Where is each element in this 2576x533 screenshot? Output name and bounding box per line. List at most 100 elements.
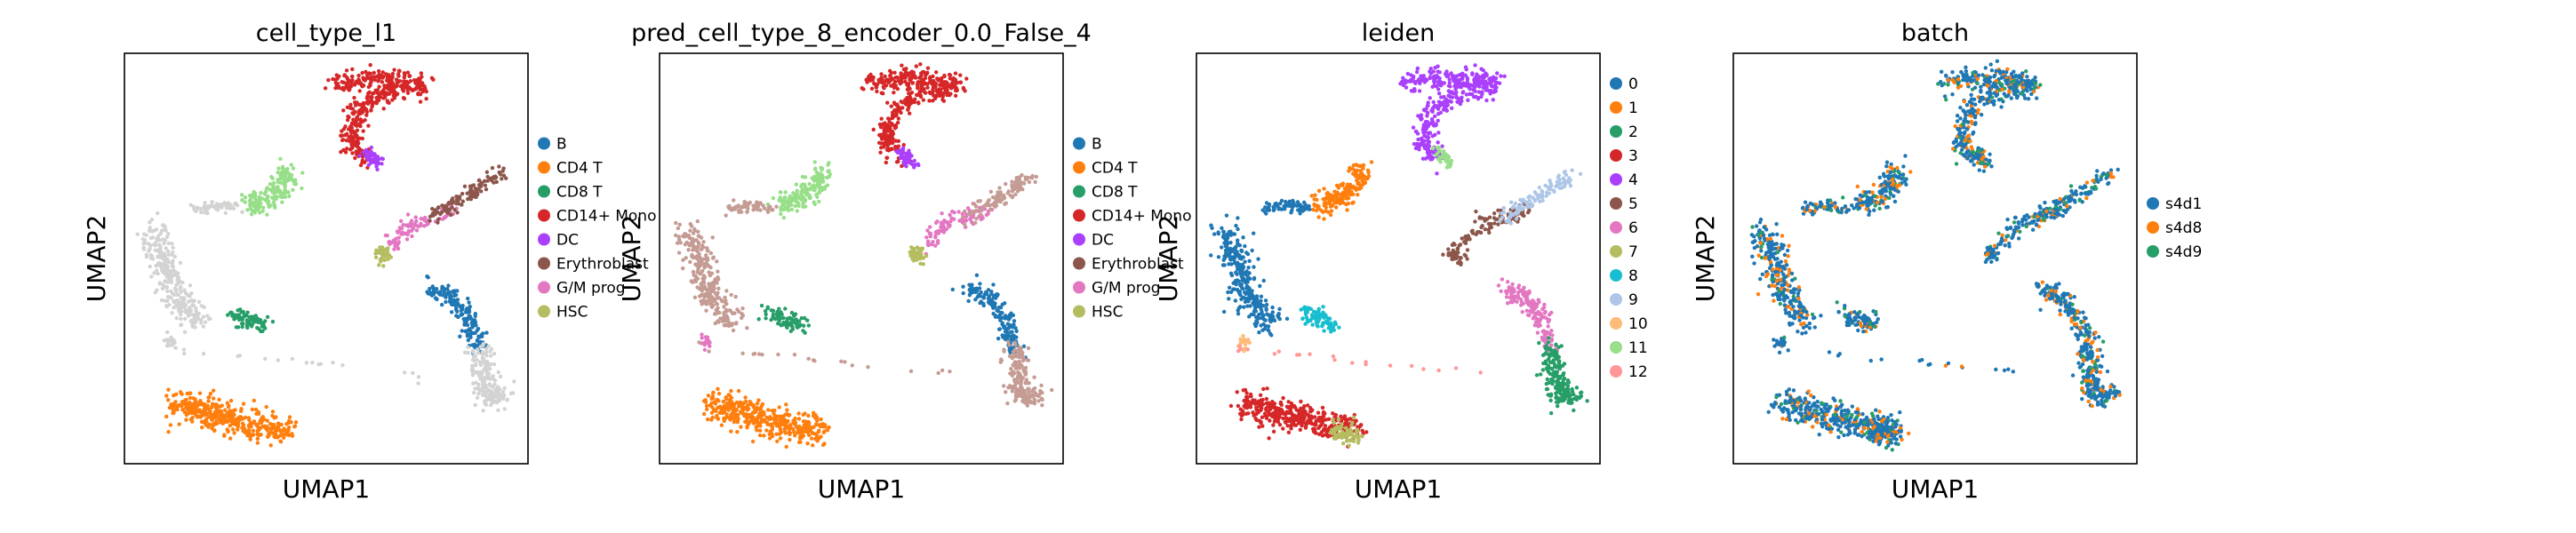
scatter-point (180, 392, 184, 396)
scatter-point (416, 381, 420, 386)
scatter-point (1420, 116, 1424, 121)
scatter-point (814, 434, 820, 438)
scatter-point (1032, 401, 1037, 406)
scatter-point (455, 302, 460, 307)
scatter-point (1256, 316, 1261, 321)
scatter-point (767, 436, 772, 441)
scatter-point (240, 198, 244, 203)
scatter-point (694, 238, 699, 243)
scatter-point (452, 208, 457, 212)
scatter-point (883, 121, 887, 125)
scatter-point (197, 408, 202, 412)
scatter-point (890, 115, 895, 121)
scatter-point (228, 424, 233, 428)
scatter-point (430, 211, 436, 216)
scatter-point (381, 254, 387, 259)
scatter-point (225, 202, 230, 206)
scatter-point (1441, 149, 1446, 154)
scatter-point (484, 350, 489, 354)
scatter-point (963, 89, 967, 93)
scatter-point (410, 234, 414, 239)
scatter-point (231, 409, 236, 413)
scatter-point (222, 433, 227, 437)
scatter-point (500, 390, 506, 394)
scatter-point (375, 88, 380, 92)
scatter-point (762, 410, 766, 415)
scatter-point (174, 392, 179, 397)
scatter-point (760, 402, 765, 407)
scatter-point (885, 146, 891, 151)
scatter-point (1450, 73, 1454, 78)
scatter-point (1499, 74, 1503, 78)
scatter-point (492, 174, 497, 179)
scatter-point (154, 227, 159, 232)
scatter-point (420, 75, 424, 79)
scatter-point (1017, 178, 1022, 182)
scatter-point (883, 74, 887, 79)
scatter-point (488, 402, 493, 408)
scatter-point (1234, 270, 1238, 275)
scatter-point (1458, 77, 1462, 83)
scatter-point (377, 263, 381, 267)
scatter-point (821, 179, 826, 184)
scatter-point (695, 219, 700, 224)
scatter-point (806, 356, 811, 362)
scatter-point (707, 270, 711, 274)
scatter-point (956, 210, 961, 214)
scatter-point (470, 357, 476, 362)
scatter-point (805, 441, 810, 446)
scatter-point (1470, 72, 1475, 77)
scatter-point (704, 308, 708, 313)
scatter-point (1258, 283, 1262, 289)
scatter-point (780, 197, 784, 203)
scatter-point (931, 240, 935, 244)
scatter-point (958, 73, 963, 77)
scatter-point (731, 328, 736, 333)
scatter-point (877, 122, 883, 127)
scatter-point (797, 323, 802, 329)
scatter-point (219, 411, 223, 417)
scatter-point (203, 320, 208, 324)
scatter-point (998, 318, 1003, 322)
scatter-point (419, 71, 424, 76)
scatter-point (1436, 151, 1440, 155)
scatter-point (1502, 74, 1507, 79)
scatter-point (389, 77, 394, 82)
scatter-point (436, 220, 440, 225)
scatter-point (811, 443, 815, 448)
scatter-point (924, 73, 928, 77)
scatter-point (806, 413, 811, 418)
scatter-point (970, 220, 974, 225)
scatter-point (193, 325, 197, 330)
scatter-point (892, 125, 898, 131)
scatter-point (689, 224, 694, 228)
scatter-point (740, 351, 745, 355)
scatter-point (690, 252, 694, 258)
scatter-point (1476, 74, 1481, 79)
scatter-point (783, 431, 788, 435)
scatter-point (470, 343, 475, 347)
scatter-point (805, 430, 811, 434)
scatter-point (1246, 299, 1251, 304)
scatter-point (366, 123, 371, 128)
scatter-point (483, 183, 488, 187)
scatter-point (181, 347, 187, 352)
scatter-point (791, 312, 796, 317)
scatter-point (784, 444, 788, 449)
scatter-point (732, 198, 736, 203)
scatter-point (1216, 255, 1221, 259)
scatter-point (1025, 358, 1029, 362)
scatter-point (419, 216, 423, 221)
scatter-point (460, 329, 464, 333)
scatter-point (796, 195, 801, 199)
scatter-point (894, 149, 899, 154)
scatter-point (1235, 263, 1239, 267)
scatter-point (475, 347, 480, 352)
scatter-point (460, 312, 464, 316)
scatter-point (1491, 75, 1496, 80)
scatter-point (692, 247, 696, 252)
scatter-point (188, 406, 193, 411)
scatter-point (1240, 268, 1244, 274)
scatter-point (990, 302, 996, 306)
scatter-point (256, 199, 260, 204)
